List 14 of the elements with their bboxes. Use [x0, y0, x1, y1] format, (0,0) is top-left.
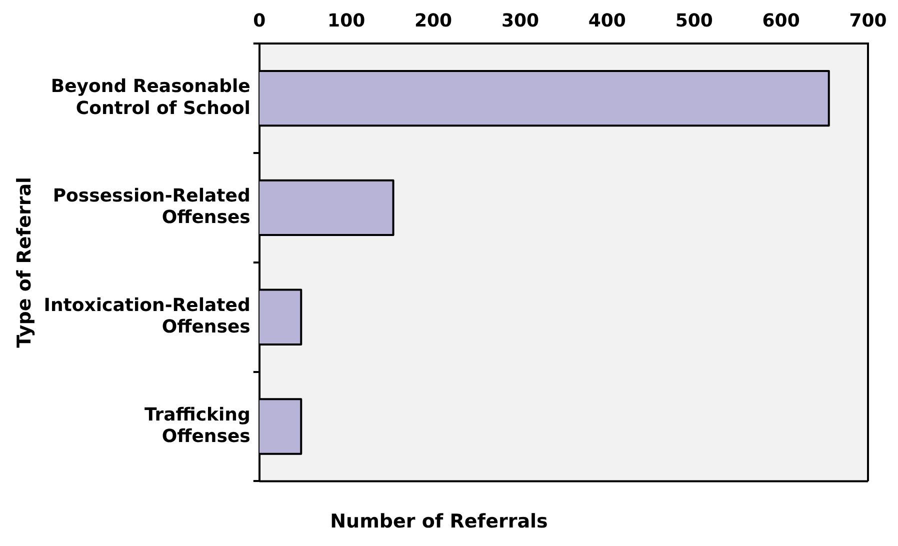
y-tick-label: Intoxication-Related Offenses	[44, 294, 250, 338]
x-tick-label: 200	[414, 10, 452, 32]
x-tick-label: 0	[253, 10, 266, 32]
x-tick-label: 500	[675, 10, 713, 32]
x-tick-label: 300	[501, 10, 540, 32]
y-tick-label: Beyond Reasonable Control of School	[50, 76, 250, 119]
y-tick-label: Possession-Related Offenses	[52, 186, 250, 228]
y-axis-title: Type of Referral	[13, 176, 36, 348]
x-tick-label: 400	[588, 10, 626, 32]
x-tick-label: 100	[328, 10, 366, 32]
y-tick-label: Trafficking Offenses	[144, 404, 250, 447]
x-axis-title: Number of Referrals	[330, 510, 548, 533]
x-tick-label: 600	[762, 10, 800, 32]
x-tick-label: 700	[849, 10, 887, 32]
